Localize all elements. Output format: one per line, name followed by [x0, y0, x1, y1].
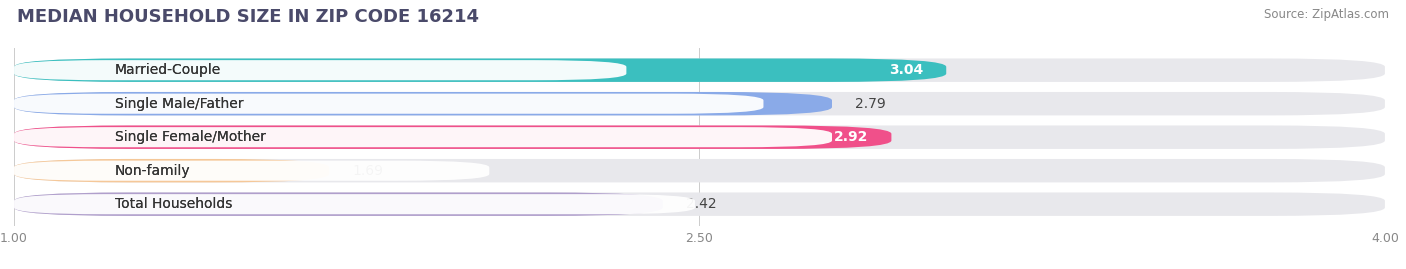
- Text: Non-family: Non-family: [115, 164, 190, 178]
- Text: Married-Couple: Married-Couple: [115, 63, 221, 77]
- FancyBboxPatch shape: [14, 159, 329, 182]
- FancyBboxPatch shape: [14, 192, 664, 216]
- Text: Source: ZipAtlas.com: Source: ZipAtlas.com: [1264, 8, 1389, 21]
- FancyBboxPatch shape: [14, 92, 832, 115]
- Text: Non-family: Non-family: [115, 164, 190, 178]
- FancyBboxPatch shape: [14, 94, 763, 114]
- FancyBboxPatch shape: [14, 192, 1385, 216]
- Text: Total Households: Total Households: [115, 197, 232, 211]
- FancyBboxPatch shape: [14, 127, 832, 147]
- Text: MEDIAN HOUSEHOLD SIZE IN ZIP CODE 16214: MEDIAN HOUSEHOLD SIZE IN ZIP CODE 16214: [17, 8, 479, 26]
- Text: Single Female/Mother: Single Female/Mother: [115, 130, 266, 144]
- FancyBboxPatch shape: [14, 161, 489, 181]
- FancyBboxPatch shape: [14, 58, 1385, 82]
- FancyBboxPatch shape: [14, 125, 891, 149]
- Text: 2.42: 2.42: [686, 197, 717, 211]
- Text: 2.92: 2.92: [834, 130, 869, 144]
- FancyBboxPatch shape: [14, 125, 1385, 149]
- FancyBboxPatch shape: [14, 60, 627, 80]
- FancyBboxPatch shape: [14, 92, 1385, 115]
- Text: 1.69: 1.69: [353, 164, 384, 178]
- Text: 2.79: 2.79: [855, 97, 886, 111]
- Text: Single Female/Mother: Single Female/Mother: [115, 130, 266, 144]
- FancyBboxPatch shape: [14, 194, 695, 214]
- Text: Married-Couple: Married-Couple: [115, 63, 221, 77]
- Text: Total Households: Total Households: [115, 197, 232, 211]
- Text: 3.04: 3.04: [889, 63, 924, 77]
- Text: Single Male/Father: Single Male/Father: [115, 97, 243, 111]
- FancyBboxPatch shape: [14, 58, 946, 82]
- Text: Single Male/Father: Single Male/Father: [115, 97, 243, 111]
- FancyBboxPatch shape: [14, 159, 1385, 182]
